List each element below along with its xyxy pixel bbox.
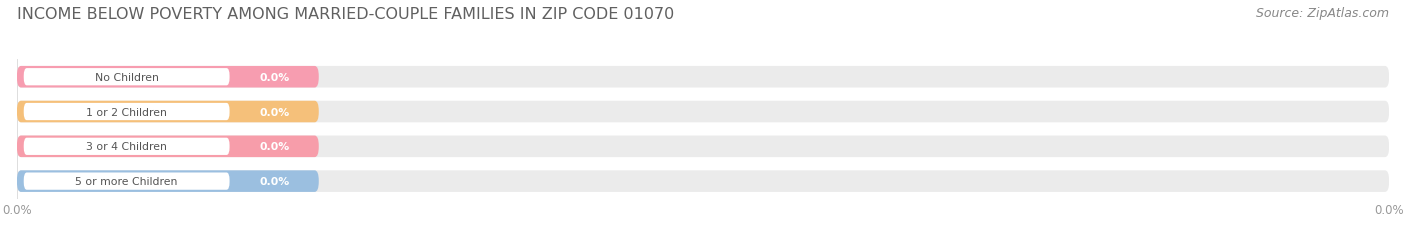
FancyBboxPatch shape [24,138,229,155]
Text: 0.0%: 0.0% [259,176,290,186]
FancyBboxPatch shape [24,69,229,86]
Text: 0.0%: 0.0% [259,107,290,117]
Text: Source: ZipAtlas.com: Source: ZipAtlas.com [1256,7,1389,20]
Text: 1 or 2 Children: 1 or 2 Children [86,107,167,117]
Text: 0.0%: 0.0% [259,142,290,152]
FancyBboxPatch shape [17,170,319,192]
FancyBboxPatch shape [17,170,1389,192]
Text: 0.0%: 0.0% [259,72,290,82]
Text: 5 or more Children: 5 or more Children [76,176,177,186]
FancyBboxPatch shape [24,173,229,190]
FancyBboxPatch shape [17,101,319,123]
Text: INCOME BELOW POVERTY AMONG MARRIED-COUPLE FAMILIES IN ZIP CODE 01070: INCOME BELOW POVERTY AMONG MARRIED-COUPL… [17,7,673,22]
Text: No Children: No Children [94,72,159,82]
FancyBboxPatch shape [17,136,1389,158]
FancyBboxPatch shape [17,101,1389,123]
Text: 3 or 4 Children: 3 or 4 Children [86,142,167,152]
FancyBboxPatch shape [17,67,1389,88]
FancyBboxPatch shape [17,136,319,158]
FancyBboxPatch shape [17,67,319,88]
FancyBboxPatch shape [24,103,229,121]
